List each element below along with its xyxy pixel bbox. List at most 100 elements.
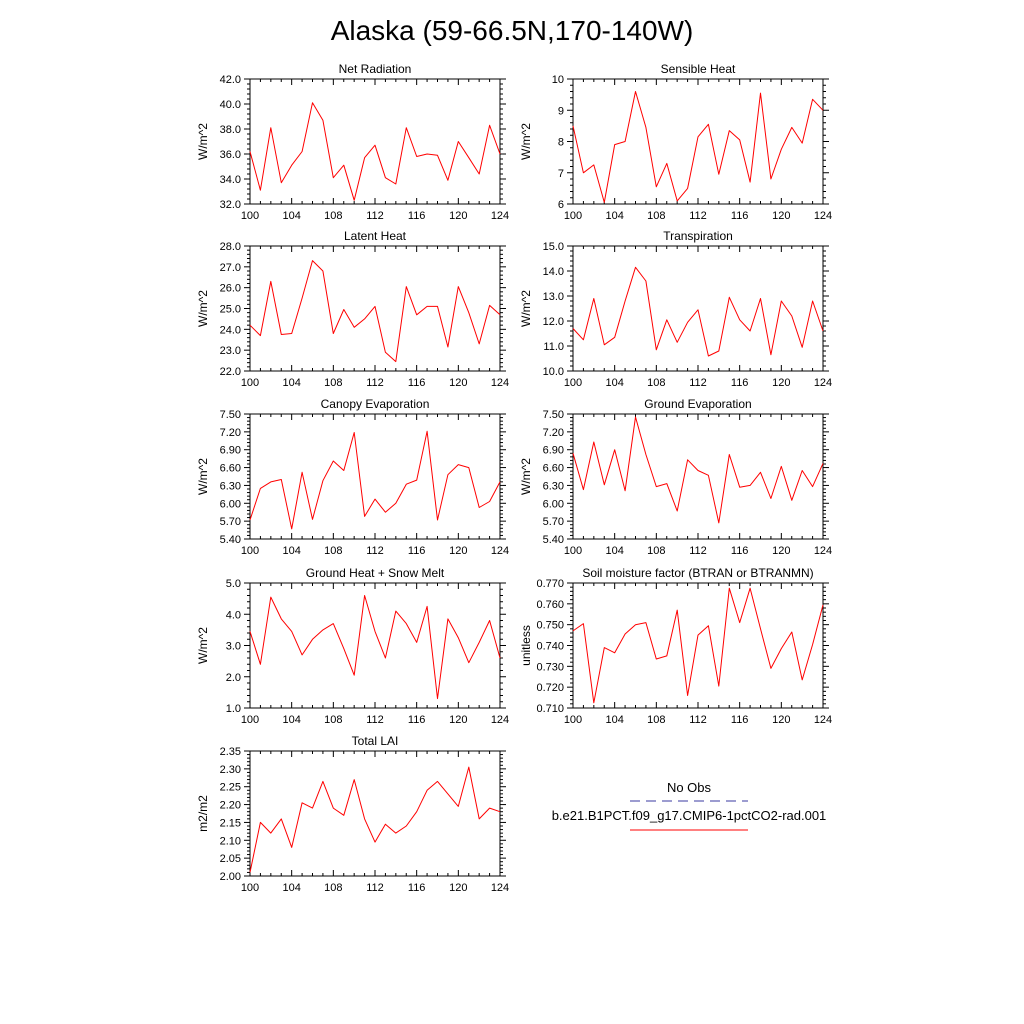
y-axis-label: W/m^2	[519, 290, 533, 327]
y-tick-label: 6.00	[543, 498, 564, 510]
x-tick-label: 120	[449, 377, 467, 389]
x-tick-label: 124	[491, 882, 509, 894]
y-tick-label: 32.0	[220, 199, 241, 211]
plot-frame	[249, 78, 501, 205]
y-tick-label: 5.40	[220, 534, 241, 546]
series-line	[249, 766, 501, 873]
x-tick-label: 116	[408, 377, 426, 389]
x-tick-label: 124	[814, 377, 832, 389]
y-tick-label: 40.0	[220, 99, 241, 111]
legend-label: b.e21.B1PCT.f09_g17.CMIP6-1pctCO2-rad.00…	[552, 808, 827, 823]
y-tick-label: 22.0	[220, 366, 241, 378]
y-tick-label: 7.50	[220, 409, 241, 421]
y-tick-label: 0.710	[536, 703, 564, 715]
y-tick-label: 2.10	[220, 835, 241, 847]
y-tick-label: 26.0	[220, 283, 241, 295]
x-tick-label: 124	[814, 714, 832, 726]
x-tick-label: 116	[731, 545, 749, 557]
x-tick-label: 104	[605, 210, 623, 222]
y-tick-label: 10	[552, 74, 564, 86]
y-tick-label: 6	[558, 199, 564, 211]
x-tick-label: 116	[408, 545, 426, 557]
y-tick-label: 6.30	[220, 480, 241, 492]
y-tick-label: 0.740	[536, 641, 564, 653]
panel-transpiration: Transpiration W/m^2 100 104 108 112 116 120 124 1…	[519, 229, 832, 389]
panel-ground-evaporation: Ground Evaporation W/m^2 100 104 108 112 116 12…	[519, 397, 832, 557]
y-tick-label: 0.760	[536, 599, 564, 611]
y-tick-label: 7.20	[543, 427, 564, 439]
x-tick-label: 120	[772, 714, 790, 726]
y-tick-label: 0.750	[536, 620, 564, 632]
x-tick-label: 108	[324, 882, 342, 894]
x-tick-label: 120	[772, 210, 790, 222]
y-tick-label: 0.730	[536, 661, 564, 673]
series-line	[249, 430, 501, 530]
x-tick-label: 104	[282, 714, 300, 726]
panel-title: Total LAI	[352, 734, 399, 748]
x-tick-label: 116	[408, 210, 426, 222]
x-tick-label: 124	[814, 545, 832, 557]
y-tick-label: 2.25	[220, 782, 241, 794]
y-tick-label: 11.0	[543, 341, 564, 353]
y-tick-label: 2.30	[220, 764, 241, 776]
series-line	[572, 266, 824, 357]
y-tick-label: 3.0	[226, 641, 241, 653]
panel-title: Transpiration	[663, 229, 733, 243]
plot-frame	[249, 582, 501, 709]
panel-ground-heat-snow-melt: Ground Heat + Snow Melt W/m^2 100 104 108 112…	[196, 566, 509, 726]
y-tick-label: 13.0	[543, 291, 564, 303]
y-tick-label: 42.0	[220, 74, 241, 86]
x-tick-label: 116	[731, 377, 749, 389]
y-axis-label: unitless	[519, 625, 533, 666]
series-line	[249, 102, 501, 201]
x-tick-label: 120	[449, 882, 467, 894]
y-tick-label: 25.0	[220, 304, 241, 316]
y-tick-label: 2.20	[220, 800, 241, 812]
x-tick-label: 116	[408, 882, 426, 894]
x-tick-label: 100	[564, 545, 582, 557]
y-tick-label: 7.50	[543, 409, 564, 421]
panel-title: Soil moisture factor (BTRAN or BTRANMN)	[582, 566, 813, 580]
x-tick-label: 100	[241, 377, 259, 389]
x-tick-label: 100	[241, 714, 259, 726]
panel-latent-heat: Latent Heat W/m^2 100 104 108 112 116 120 124 22.…	[196, 229, 509, 389]
y-tick-label: 38.0	[220, 124, 241, 136]
y-tick-label: 14.0	[543, 266, 564, 278]
x-tick-label: 112	[366, 545, 384, 557]
y-tick-label: 1.0	[226, 703, 241, 715]
x-tick-label: 108	[647, 545, 665, 557]
y-tick-label: 5.70	[543, 516, 564, 528]
x-tick-label: 100	[241, 882, 259, 894]
series-line	[572, 91, 824, 203]
panel-title: Canopy Evaporation	[321, 397, 430, 411]
y-tick-label: 6.30	[543, 480, 564, 492]
y-tick-label: 6.00	[220, 498, 241, 510]
x-tick-label: 100	[241, 210, 259, 222]
y-tick-label: 7	[558, 168, 564, 180]
y-tick-label: 24.0	[220, 324, 241, 336]
x-tick-label: 112	[689, 714, 707, 726]
panel-soil-moisture-factor-btran-or-btranmn: Soil moisture factor (BTRAN or BTRANMN) u…	[519, 566, 832, 726]
x-tick-label: 112	[689, 545, 707, 557]
y-tick-label: 2.35	[220, 746, 241, 758]
y-tick-label: 9	[558, 105, 564, 117]
panel-title: Net Radiation	[339, 62, 412, 76]
x-tick-label: 112	[689, 210, 707, 222]
panel-canopy-evaporation: Canopy Evaporation W/m^2 100 104 108 112 116 12…	[196, 397, 509, 557]
series-line	[572, 587, 824, 704]
plot-frame	[572, 413, 824, 540]
y-tick-label: 28.0	[220, 241, 241, 253]
y-tick-label: 27.0	[220, 262, 241, 274]
x-tick-label: 120	[449, 210, 467, 222]
x-tick-label: 104	[605, 545, 623, 557]
x-tick-label: 112	[366, 377, 384, 389]
x-tick-label: 100	[564, 377, 582, 389]
x-tick-label: 124	[814, 210, 832, 222]
x-tick-label: 112	[689, 377, 707, 389]
x-tick-label: 100	[241, 545, 259, 557]
y-tick-label: 6.90	[543, 445, 564, 457]
x-tick-label: 124	[491, 377, 509, 389]
y-tick-label: 6.60	[220, 463, 241, 475]
plot-frame	[572, 245, 824, 372]
